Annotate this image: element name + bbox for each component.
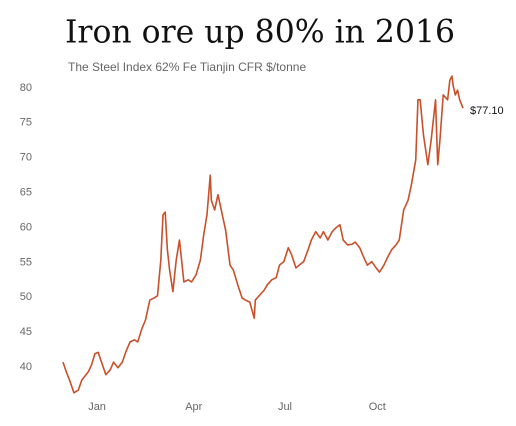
chart-title: Iron ore up 80% in 2016 <box>65 13 455 51</box>
x-tick-label: Jan <box>88 401 106 413</box>
y-tick-label: 80 <box>20 82 32 94</box>
y-tick-label: 45 <box>20 326 32 338</box>
y-tick-label: 50 <box>20 291 32 303</box>
y-tick-label: 65 <box>20 187 32 199</box>
x-tick-label: Jul <box>278 401 292 413</box>
x-tick-label: Apr <box>185 401 202 413</box>
price-line <box>62 75 464 394</box>
y-tick-label: 40 <box>20 361 32 373</box>
chart-subtitle: The Steel Index 62% Fe Tianjin CFR $/ton… <box>68 60 306 74</box>
end-value-label: $77.10 <box>470 105 504 117</box>
x-tick-label: Oct <box>369 401 386 413</box>
y-tick-label: 70 <box>20 152 32 164</box>
y-tick-label: 60 <box>20 221 32 233</box>
y-tick-label: 55 <box>20 256 32 268</box>
y-tick-label: 75 <box>20 117 32 129</box>
